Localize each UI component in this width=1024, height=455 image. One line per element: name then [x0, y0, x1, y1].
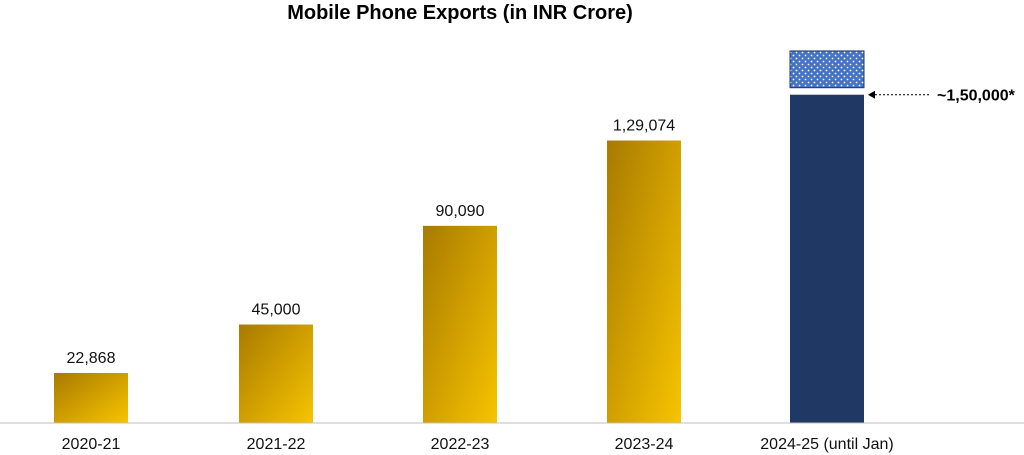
- x-tick-label: 2022-23: [431, 436, 490, 453]
- x-tick-label: 2024-25 (until Jan): [760, 436, 893, 453]
- chart-title: Mobile Phone Exports (in INR Crore): [287, 2, 633, 24]
- annotation-label: ~1,50,000*: [937, 88, 1016, 105]
- bar-2021-22: [239, 324, 313, 423]
- projection-bar-segment: [789, 50, 865, 89]
- value-label: 45,000: [252, 302, 301, 319]
- bar-2020-21: [54, 372, 128, 423]
- value-label: 1,29,074: [613, 118, 675, 135]
- bar-2022-23: [423, 225, 497, 423]
- x-tick-label: 2021-22: [247, 436, 306, 453]
- value-label: 22,868: [67, 350, 116, 367]
- x-tick-label: 2020-21: [62, 436, 121, 453]
- x-tick-label: 2023-24: [615, 436, 674, 453]
- bar-2023-24: [607, 140, 681, 423]
- annotation-arrow-head: [868, 90, 875, 99]
- value-label: 90,090: [436, 203, 485, 220]
- bar-2024-25-until-jan-: [790, 94, 864, 423]
